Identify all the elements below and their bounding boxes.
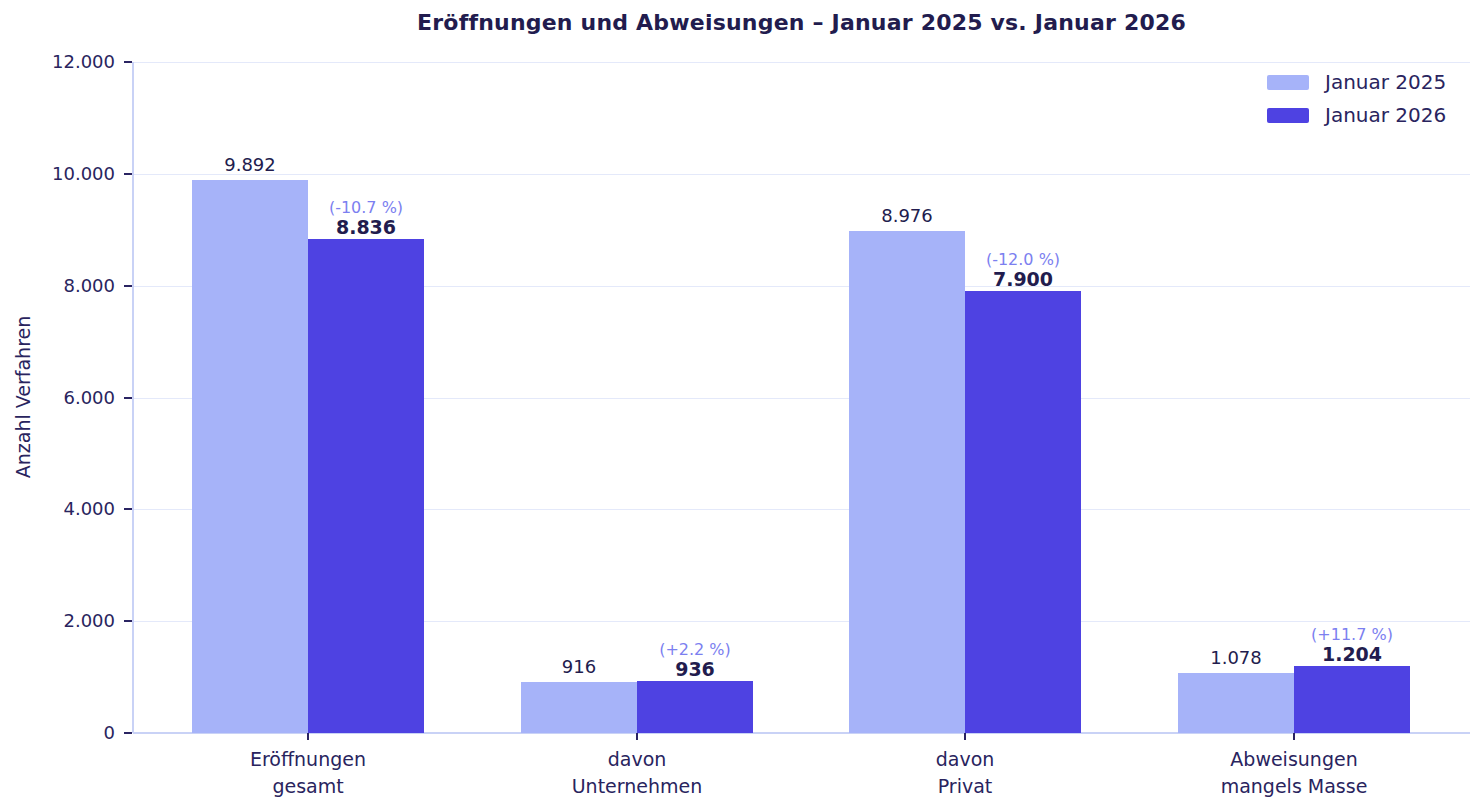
y-tick-mark — [124, 397, 132, 399]
insolvency-bar-chart-figure: Eröffnungen und Abweisungen – Januar 202… — [0, 0, 1484, 805]
x-tick-mark — [964, 733, 966, 740]
y-tick-mark — [124, 61, 132, 63]
legend-swatch — [1267, 108, 1309, 123]
pct-change-label: (+11.7 %) — [1282, 626, 1422, 644]
bar-januar-2026-group-1 — [637, 681, 753, 733]
legend-item-januar-2026: Januar 2026 — [1267, 103, 1446, 127]
y-tick-label: 2.000 — [11, 610, 115, 632]
legend: Januar 2025 Januar 2026 — [1267, 70, 1446, 136]
x-tick-mark — [636, 733, 638, 740]
bar-value-2025: 9.892 — [180, 155, 320, 175]
pct-change-label: (-12.0 %) — [953, 251, 1093, 269]
x-tick-mark — [1293, 733, 1295, 740]
bar-value-2025: 8.976 — [837, 206, 977, 226]
bar-januar-2026-group-3 — [1294, 666, 1410, 733]
x-tick-mark — [307, 733, 309, 740]
y-tick-mark — [124, 285, 132, 287]
x-tick-label: davon Privat — [825, 746, 1105, 800]
legend-item-januar-2025: Januar 2025 — [1267, 70, 1446, 94]
y-tick-label: 8.000 — [11, 275, 115, 297]
chart-title: Eröffnungen und Abweisungen – Januar 202… — [133, 10, 1470, 35]
pct-change-label: (+2.2 %) — [625, 641, 765, 659]
y-tick-mark — [124, 173, 132, 175]
y-tick-mark — [124, 620, 132, 622]
y-tick-label: 0 — [11, 722, 115, 744]
bar-value-2026: 8.836 — [296, 217, 436, 237]
bar-januar-2026-group-0 — [308, 239, 424, 733]
bar-value-2026: 1.204 — [1282, 644, 1422, 664]
bar-value-2026: 7.900 — [953, 269, 1093, 289]
gridline-10.000 — [133, 174, 1470, 175]
bar-januar-2025-group-0 — [192, 180, 308, 733]
y-tick-label: 10.000 — [11, 163, 115, 185]
gridline-12.000 — [133, 62, 1470, 63]
y-axis-line — [132, 62, 134, 733]
y-tick-label: 12.000 — [11, 51, 115, 73]
y-tick-mark — [124, 732, 132, 734]
plot-area: 02.0004.0006.0008.00010.00012.0009.892(-… — [133, 62, 1470, 733]
y-tick-mark — [124, 508, 132, 510]
legend-label: Januar 2026 — [1325, 103, 1446, 127]
pct-change-label: (-10.7 %) — [296, 199, 436, 217]
bar-januar-2026-group-2 — [965, 291, 1081, 733]
legend-label: Januar 2025 — [1325, 70, 1446, 94]
bar-januar-2025-group-1 — [521, 682, 637, 733]
legend-swatch — [1267, 75, 1309, 90]
bar-januar-2025-group-2 — [849, 231, 965, 733]
y-tick-label: 4.000 — [11, 498, 115, 520]
bar-value-2026: 936 — [625, 659, 765, 679]
x-tick-label: Eröffnungen gesamt — [168, 746, 448, 800]
x-tick-label: Abweisungen mangels Masse — [1154, 746, 1434, 800]
bar-januar-2025-group-3 — [1178, 673, 1294, 733]
y-tick-label: 6.000 — [11, 387, 115, 409]
x-tick-label: davon Unternehmen — [497, 746, 777, 800]
